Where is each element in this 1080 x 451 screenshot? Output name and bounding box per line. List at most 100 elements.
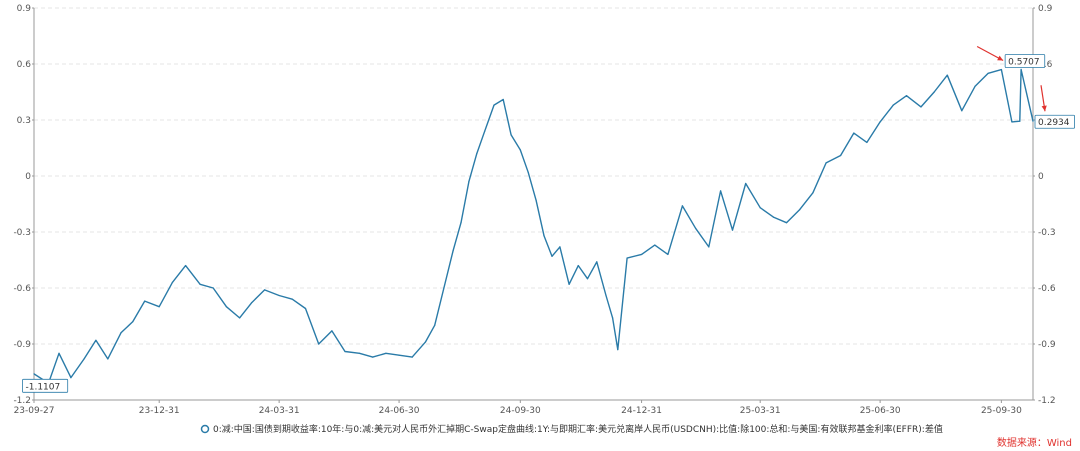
data-point [892,104,894,106]
data-point [460,222,462,224]
data-point [527,171,529,173]
x-tick-label: 24-06-30 [379,406,420,416]
y-tick-label-left: 0 [25,172,31,182]
data-point [617,349,619,351]
data-point [385,352,387,354]
data-point [58,352,60,354]
x-tick-label: 25-09-30 [981,406,1022,416]
data-point [667,253,669,255]
data-point [199,283,201,285]
y-tick-label-left: -0.9 [13,340,31,350]
data-point [596,261,598,263]
data-point [510,134,512,136]
legend-label[interactable]: 0:减:中国:国债到期收益率:10年:与0:减:美元对人民币外汇掉期C-Swap… [213,423,943,435]
data-point [933,91,935,93]
data-point [654,244,656,246]
data-point [120,332,122,334]
x-tick-label: 24-03-31 [259,406,300,416]
data-point [452,250,454,252]
data-point [291,298,293,300]
data-point [1000,69,1003,71]
series-layer [33,68,1034,384]
x-tick-label: 23-12-31 [139,406,180,416]
data-point [535,199,537,201]
data-point [745,182,747,185]
data-point [559,246,561,248]
data-point [225,306,227,308]
data-point [158,306,160,308]
data-point [107,358,109,360]
x-tick-label: 25-06-30 [860,406,901,416]
annotation-label: 0.5707 [1008,57,1040,67]
data-point [920,106,922,108]
y-tick-label-left: -0.3 [13,228,31,238]
legend[interactable]: 0:减:中国:国债到期收益率:10年:与0:减:美元对人民币外汇掉期C-Swap… [200,423,943,435]
data-point [358,352,361,354]
data-point [1019,120,1021,122]
data-point [424,341,426,343]
axes: 0.90.90.60.60.30.300-0.3-0.3-0.6-0.6-0.9… [13,4,1055,416]
data-point [568,283,570,285]
data-source-label: 数据来源：Wind [996,438,1072,449]
annotation-label: 0.2934 [1038,118,1070,128]
data-point [612,317,614,319]
data-point [825,162,827,164]
annotations: -1.1107 0.5707 0.2934 [22,45,1075,393]
y-tick-label-right: 0.6 [1038,60,1053,70]
data-point [946,74,948,76]
data-point [264,289,266,291]
data-point [304,307,307,310]
x-tick-label: 24-09-30 [500,406,541,416]
data-point [212,287,214,289]
data-point [476,153,478,155]
annotation-arrowhead [1041,105,1047,112]
data-point [83,358,85,360]
data-point [468,181,470,183]
data-point [278,294,280,297]
annotation-box [22,378,69,393]
data-point [879,121,881,123]
data-point [502,98,504,101]
data-point [840,154,842,157]
data-point [853,132,855,134]
data-point [785,222,788,224]
data-point [695,227,697,229]
y-tick-label-left: -0.6 [13,284,31,294]
y-tick-label-right: -0.3 [1038,228,1056,238]
data-point [493,104,495,106]
x-tick-label: 24-12-31 [621,406,662,416]
data-point [239,317,241,319]
data-point [720,190,722,192]
y-tick-label-left: 0.9 [17,4,32,14]
data-point [708,246,710,248]
legend-marker[interactable] [200,424,210,434]
data-point [372,356,374,358]
data-point [626,257,628,259]
data-point [759,207,761,209]
data-point [331,330,333,332]
data-point [772,216,775,218]
data-point [586,278,589,280]
data-point [411,356,413,358]
data-point [434,324,436,326]
data-point [398,354,400,356]
data-point [799,209,801,211]
series-line [33,68,1034,384]
data-point [250,302,253,304]
data-point [974,85,976,87]
data-point [812,192,814,194]
data-point [961,110,963,112]
data-point [519,149,521,151]
y-tick-label-right: -0.9 [1038,340,1056,350]
data-point [681,205,684,207]
data-point [577,265,579,267]
data-point [905,95,908,97]
annotation-arrowhead [997,55,1004,61]
data-point [484,130,486,132]
y-tick-label-left: -1.2 [13,396,31,406]
annotation-box [1004,54,1046,68]
data-point [605,294,607,297]
y-tick-label-right: 0.9 [1038,4,1053,14]
gridlines [34,7,1033,401]
